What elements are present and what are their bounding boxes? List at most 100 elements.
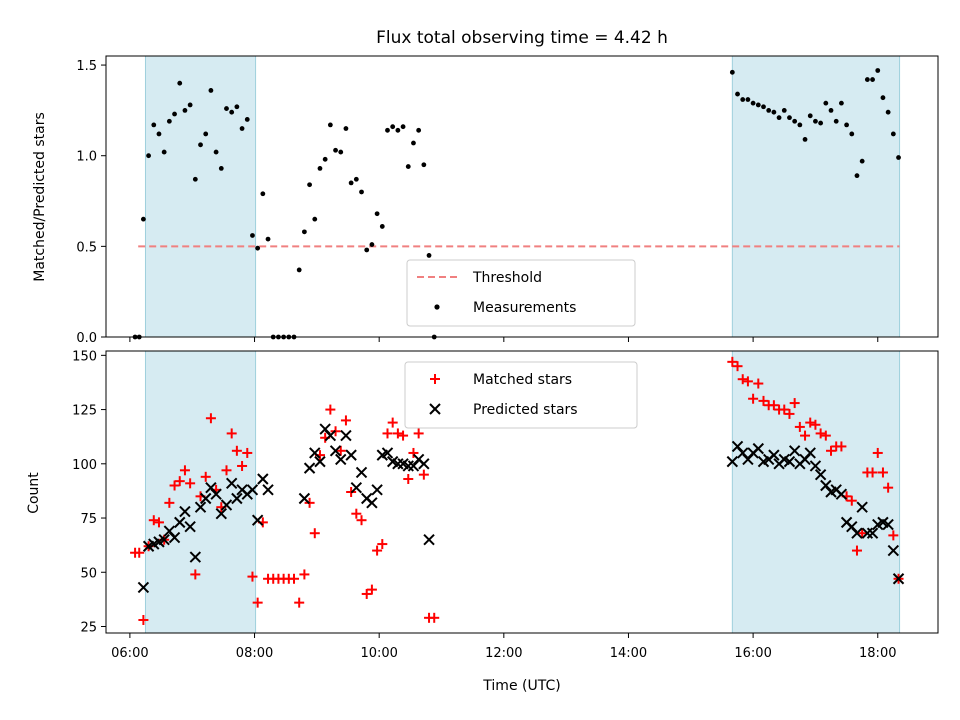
predicted-star-mark-b: [892, 573, 905, 585]
predicted-star-point: [231, 492, 243, 505]
predicted-star-mark-b: [835, 488, 848, 500]
measurement-point: [390, 124, 396, 130]
measurement-point: [260, 191, 266, 197]
predicted-star-point: [189, 551, 202, 563]
matched-star-point: [377, 539, 388, 550]
predicted-star-mark-b: [355, 466, 368, 479]
measurement-point: [182, 107, 188, 113]
matched-star-point: [768, 400, 779, 411]
predicted-star-point: [851, 527, 863, 539]
predicted-star-point: [137, 581, 150, 594]
matched-star-point: [429, 612, 440, 623]
predicted-star-mark-b: [329, 445, 342, 457]
ratio-shaded-band-0: [144, 55, 257, 338]
counts-axes-frame: [105, 350, 939, 634]
matched-star-point: [299, 569, 310, 580]
measurement-point: [265, 236, 271, 242]
measurement-point: [187, 102, 193, 108]
matched-legend-swatch: [430, 374, 440, 384]
matched-star-point: [789, 398, 800, 409]
matched-star-point: [794, 421, 805, 432]
measurements-legend-swatch: [434, 304, 440, 310]
predicted-star-point: [220, 499, 233, 511]
predicted-star-mark-b: [194, 501, 207, 513]
measurement-point: [322, 156, 328, 162]
predicted-star-point: [340, 429, 352, 442]
measurement-point: [172, 111, 177, 117]
predicted-star-point: [418, 458, 430, 470]
measurement-point: [224, 106, 229, 111]
predicted-star-mark-b: [225, 477, 238, 490]
predicted-star-point: [174, 516, 186, 529]
ratio-y-tick-label: 1.5: [76, 59, 97, 74]
predicted-star-mark-b: [788, 445, 801, 457]
threshold-legend-label: Threshold: [472, 270, 542, 286]
x-tick-label: 10:00: [360, 646, 397, 661]
measurement-point: [854, 173, 860, 179]
measurement-point: [745, 97, 751, 102]
predicted-star-point: [257, 473, 269, 485]
measurement-point: [421, 162, 427, 168]
predicted-star-point: [835, 488, 848, 500]
predicted-star-mark-b: [397, 458, 409, 470]
matched-star-point: [361, 588, 372, 599]
matched-star-point: [252, 597, 263, 608]
predicted-star-mark-b: [783, 455, 796, 468]
predicted-star-mark-b: [158, 534, 170, 546]
predicted-star-mark-b: [319, 423, 331, 435]
measurement-point: [244, 117, 250, 122]
matched-star-point: [727, 356, 738, 367]
predicted-star-mark-b: [392, 458, 404, 470]
measurement-point: [870, 77, 875, 82]
predicted-star-mark-b: [866, 527, 879, 539]
predicted-legend-label: Predicted stars: [473, 402, 578, 418]
measurement-point: [312, 216, 318, 222]
matched-star-point: [356, 515, 367, 526]
predicted-star-point: [335, 453, 347, 466]
counts-y-tick-label: 150: [72, 349, 97, 364]
predicted-star-mark-b: [184, 521, 196, 533]
measurement-point: [213, 149, 219, 155]
predicted-star-mark-b: [215, 507, 228, 520]
predicted-star-point: [329, 445, 342, 457]
matched-star-point: [877, 467, 888, 478]
measurement-point: [348, 180, 354, 186]
predicted-star-mark-b: [205, 481, 217, 494]
predicted-star-point: [158, 534, 170, 546]
predicted-star-mark-b: [262, 484, 274, 496]
measurement-point: [766, 107, 772, 113]
predicted-star-mark-b: [220, 499, 233, 511]
predicted-star-mark-b: [168, 531, 181, 544]
matched-star-point: [237, 460, 248, 471]
predicted-star-point: [887, 544, 900, 557]
predicted-star-point: [809, 460, 822, 472]
predicted-star-point: [324, 429, 337, 442]
predicted-star-mark-b: [371, 484, 383, 496]
predicted-star-point: [168, 531, 181, 544]
top-y-axis-label: Matched/Predicted stars: [32, 112, 48, 282]
x-tick-label: 12:00: [485, 646, 522, 661]
x-axis-label: Time (UTC): [482, 678, 560, 694]
predicted-star-mark-b: [309, 447, 321, 459]
measurement-point: [203, 131, 209, 137]
measurement-point: [797, 122, 803, 128]
predicted-star-point: [892, 573, 905, 585]
counts-y-tick-label: 25: [80, 620, 97, 635]
predicted-star-mark-b: [257, 473, 269, 485]
predicted-star-mark-b: [877, 516, 889, 529]
predicted-star-mark-b: [846, 521, 858, 533]
ratio-y-tick-label: 1.0: [76, 150, 97, 165]
predicted-star-mark-b: [386, 455, 399, 468]
predicted-star-point: [194, 501, 207, 513]
measurement-point: [192, 176, 198, 182]
measurement-point: [755, 102, 761, 108]
predicted-star-mark-b: [423, 534, 435, 546]
measurement-point: [849, 131, 855, 137]
predicted-star-point: [371, 484, 383, 496]
measurement-point: [771, 109, 777, 115]
measurement-point: [896, 155, 901, 160]
predicted-star-point: [423, 534, 435, 546]
measurement-point: [859, 158, 865, 164]
matched-star-point: [247, 571, 258, 582]
measurement-point: [156, 131, 162, 137]
